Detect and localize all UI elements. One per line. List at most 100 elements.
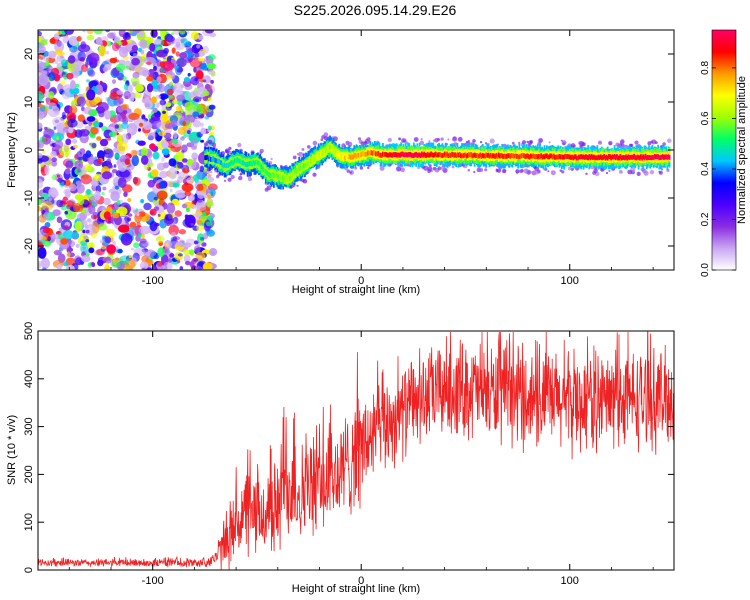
spectrogram-ridge-cell	[364, 151, 367, 157]
spectrogram-noise-dot	[77, 196, 85, 206]
spectrogram-noise-dot	[142, 121, 153, 131]
spectrogram-ridge-halo	[292, 155, 297, 160]
spectrogram-y-ticks: -20 -10 0 10 20	[23, 48, 674, 254]
spectrogram-ridge-cell	[222, 163, 225, 169]
spectrogram-noise-dot	[96, 150, 105, 160]
spectrogram-noise-dot	[94, 190, 101, 200]
spectrogram-noise-dot	[115, 246, 119, 250]
spectrogram-ridge-halo	[578, 141, 582, 145]
spectrogram-noise-dot	[100, 245, 106, 250]
spectrogram-ridge-cell	[519, 154, 522, 159]
spectrogram-noise-dot	[118, 224, 130, 233]
spectrogram-ridge-cell	[500, 152, 502, 158]
spectrogram-ridge-cell	[523, 153, 525, 159]
spectrogram-ridge-halo	[387, 137, 392, 143]
spectrogram-ridge-cell	[499, 153, 501, 159]
spectrogram-ridge-cell	[292, 171, 295, 177]
spectrogram-ridge-cell	[247, 161, 250, 167]
spectrogram-ridge-cell	[649, 155, 651, 160]
spectrogram-noise-dot	[147, 114, 152, 120]
spectrogram-noise-dot	[85, 229, 90, 234]
spectrogram-noise-dot	[116, 90, 124, 95]
spectrogram-noise-dot	[180, 108, 184, 114]
spectrogram-noise-dot	[82, 229, 86, 234]
spectrogram-noise-dot	[197, 190, 205, 199]
spectrogram-noise-dot	[150, 30, 158, 38]
spectrogram-ridge-cell	[314, 156, 317, 161]
spectrogram-ridge-cell	[345, 154, 348, 160]
spectrogram-noise-dot	[169, 188, 173, 193]
spectrogram-ridge-halo	[567, 166, 572, 171]
spectrogram-ridge-cell	[374, 150, 376, 156]
spectrogram-noise-dot	[86, 116, 96, 122]
spectrogram-ridge-cell	[630, 154, 633, 160]
spectrogram-x-ticks: -100 0 100	[68, 30, 654, 287]
spectrogram-ridge-halo	[547, 170, 550, 173]
spectrogram-ridge-halo	[312, 172, 317, 177]
spectrogram-ridge-cell	[254, 160, 257, 165]
spectrogram-ridge-cell	[253, 161, 256, 166]
spectrogram-ridge-cell	[505, 153, 508, 159]
spectrogram-ridge-cell	[473, 152, 476, 158]
colorbar-ticks: 0.0 0.2 0.4 0.6 0.8	[700, 61, 736, 277]
spectrogram-ridge-cell	[343, 154, 345, 160]
spectrogram-ridge-cell	[454, 152, 456, 158]
spectrogram-ridge-halo	[427, 169, 431, 174]
spectrogram-noise-dot	[198, 57, 205, 62]
spectrogram-ridge-cell	[566, 154, 569, 159]
spectrogram-noise-dot	[194, 52, 200, 58]
spectrogram-noise-dot	[38, 122, 43, 130]
spectrogram-noise-dot	[165, 137, 172, 142]
spectrogram-noise-dot	[205, 221, 213, 227]
spectrogram-noise-dot	[38, 178, 44, 189]
spectrogram-noise-dot	[123, 91, 131, 100]
spectrogram-noise-dot	[173, 182, 178, 188]
spectrogram-ridge-cell	[479, 152, 482, 158]
spectrogram-ridge-cell	[418, 152, 421, 158]
spectrogram-ridge-cell	[336, 151, 338, 157]
spectrogram-ridge-cell	[652, 155, 655, 160]
spectrogram-noise-dot	[132, 71, 140, 79]
spectrogram-ridge-cell	[286, 177, 289, 182]
spectrogram-ridge-halo	[472, 139, 476, 143]
spectrogram-noise-dot	[104, 256, 112, 264]
spectrogram-noise-dot	[61, 111, 66, 118]
spectrogram-noise-dot	[156, 190, 168, 200]
spectrogram-noise-dot	[173, 236, 181, 241]
spectrogram-noise-dot	[158, 93, 169, 100]
spectrogram-ridge-cell	[422, 152, 424, 158]
spectrogram-ridge-cell	[339, 154, 342, 159]
spectrogram-ridge-cell	[279, 175, 282, 180]
spectrogram-ridge-halo	[230, 174, 235, 180]
spectrogram-ridge-cell	[668, 155, 671, 160]
spectrogram-ridge-halo	[662, 142, 666, 146]
spectrogram-noise-dot	[54, 60, 59, 65]
spectrogram-noise-dot	[87, 165, 93, 173]
spectrogram-noise-dot	[196, 224, 204, 232]
spectrogram-ridge-cell	[466, 153, 469, 158]
spectrogram-noise-dot	[194, 202, 207, 212]
spectrogram-ridge-halo	[465, 140, 468, 144]
spectrogram-noise-dot	[133, 242, 140, 249]
spectrogram-noise-dot	[169, 253, 175, 258]
spectrogram-noise-dot	[44, 126, 48, 131]
spectrogram-noise-dot	[125, 34, 131, 40]
spectrogram-noise-dot	[187, 92, 194, 99]
spectrogram-noise-dot	[208, 69, 216, 76]
spectrogram-ridge-cell	[445, 152, 447, 158]
spectrogram-noise-dot	[150, 96, 157, 104]
spectrogram-noise-dot	[115, 248, 120, 253]
spectrogram-noise-dot	[190, 31, 199, 40]
spectrogram-noise-dot	[137, 233, 142, 238]
spectrogram-noise-dot	[94, 96, 101, 103]
spectrogram-noise-dot	[69, 175, 74, 179]
spectrogram-ridge-cell	[207, 156, 210, 162]
spectrogram-ridge-halo	[452, 136, 458, 142]
spectrogram-ridge-cell	[313, 156, 315, 162]
spectrogram-ridge-halo	[210, 171, 213, 174]
spectrogram-noise-dot	[104, 180, 109, 184]
spectrogram-ridge-cell	[582, 154, 585, 160]
spectrogram-ridge-cell	[408, 152, 411, 157]
spectrogram-noise-dot	[159, 99, 165, 106]
